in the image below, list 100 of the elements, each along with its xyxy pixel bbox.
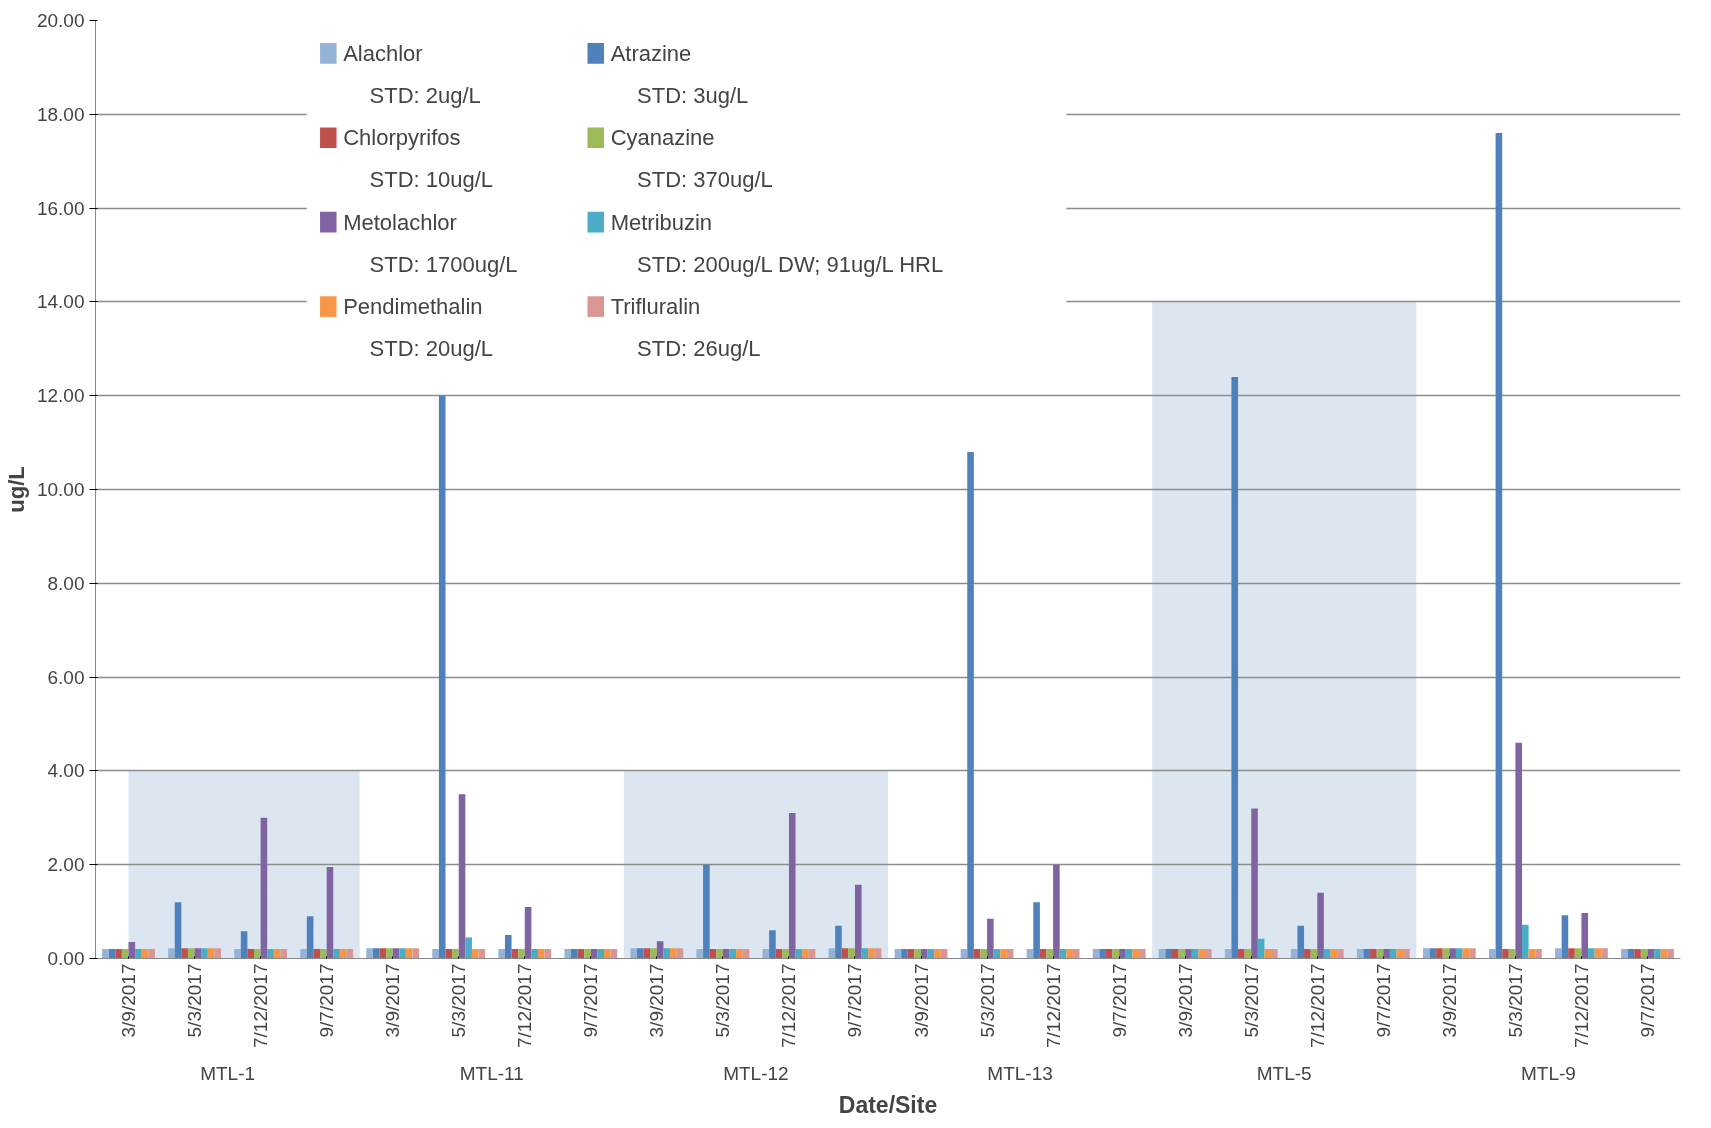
legend-label: Chlorpyrifos STD: 10ug/L: [343, 125, 494, 193]
bar: [524, 906, 532, 959]
bar: [1436, 948, 1443, 959]
bar: [1165, 949, 1172, 959]
bar: [769, 930, 776, 959]
bar: [716, 949, 723, 959]
bar: [531, 949, 538, 959]
bar: [1337, 949, 1344, 959]
bar: [1171, 949, 1179, 959]
bar: [432, 949, 439, 959]
bar: [465, 937, 472, 959]
bar: [868, 948, 875, 959]
bar: [1469, 948, 1476, 959]
bar: [1495, 133, 1503, 959]
bar: [571, 949, 578, 959]
bar: [1053, 864, 1060, 959]
x-tick-label: 7/12/2017: [778, 963, 800, 1049]
bar: [1667, 949, 1674, 959]
bar: [1264, 949, 1272, 959]
x-tick-label: 5/3/2017: [1240, 963, 1262, 1038]
bar: [214, 948, 221, 959]
bar: [663, 948, 671, 959]
x-tick-label: 5/3/2017: [448, 963, 470, 1038]
bar: [1502, 949, 1509, 959]
bar: [1634, 949, 1641, 959]
bar: [1297, 925, 1305, 959]
y-tick-label: 0.00: [47, 948, 85, 969]
y-tick-label: 4.00: [47, 760, 85, 782]
y-tick-label: 10.00: [36, 479, 85, 500]
x-tick-label: 5/3/2017: [976, 963, 998, 1038]
text: MTL-13: [987, 1062, 1053, 1084]
bar: [1581, 913, 1589, 959]
bar: [604, 949, 611, 959]
bar: [537, 949, 545, 959]
bar: [1198, 949, 1205, 959]
bar: [1238, 949, 1245, 959]
bar: [1317, 892, 1324, 959]
bar: [518, 949, 525, 959]
bar: [802, 949, 809, 959]
bar: [1105, 949, 1113, 959]
bar: [584, 949, 591, 959]
bar: [980, 949, 988, 959]
bar: [835, 925, 842, 959]
bar: [1231, 376, 1239, 959]
bar: [564, 949, 571, 959]
text: MTL-1: [200, 1062, 256, 1084]
legend-label: Metribuzin STD: 200ug/L DW; 91ug/L HRL: [610, 209, 944, 277]
bar: [438, 395, 446, 959]
bar: [1449, 948, 1456, 959]
bar: [1654, 949, 1661, 959]
x-tick-label: 3/9/2017: [910, 963, 932, 1038]
bar: [782, 949, 789, 959]
x-tick-label: 3/9/2017: [1438, 963, 1460, 1038]
bar: [1072, 949, 1080, 959]
bar: [379, 948, 387, 959]
bar: [1383, 949, 1390, 959]
bar: [854, 884, 862, 959]
bar: [326, 867, 334, 959]
bar: [498, 949, 505, 959]
x-axis-title: Date/Site: [838, 1091, 938, 1118]
bar: [1185, 949, 1192, 959]
bar: [260, 817, 268, 959]
bar: [696, 949, 704, 959]
x-tick-label: 9/7/2017: [844, 963, 866, 1038]
bar: [504, 935, 512, 959]
bar: [1039, 949, 1047, 959]
bar: [1621, 949, 1628, 959]
bar: [1304, 949, 1311, 959]
bar: [240, 931, 248, 959]
bar: [1422, 948, 1430, 959]
bar: [174, 902, 182, 959]
bar: [1066, 949, 1073, 959]
bar: [366, 948, 373, 959]
bar: [1601, 948, 1608, 959]
bar: [254, 949, 261, 959]
y-tick-label: 8.00: [47, 572, 85, 594]
bar: [630, 948, 638, 959]
text: MTL-11: [459, 1062, 524, 1084]
bar: [1033, 902, 1040, 959]
x-tick-label: 9/7/2017: [1372, 963, 1394, 1038]
x-tick-label: 3/9/2017: [118, 963, 140, 1038]
legend-label: Atrazine STD: 3ug/L: [610, 40, 749, 109]
legend-label: Alachlor STD: 2ug/L: [343, 40, 481, 109]
bar: [405, 948, 413, 959]
x-tick-label: 7/12/2017: [250, 963, 272, 1049]
legend-label: Metolachlor STD: 1700ug/L: [343, 209, 518, 277]
bar: [722, 949, 730, 959]
bar: [967, 451, 974, 959]
bar: [1356, 949, 1364, 959]
y-axis-title: ug/L: [3, 466, 29, 513]
bar: [987, 918, 994, 959]
bar: [121, 949, 129, 959]
bar: [187, 948, 195, 959]
x-tick-label: 7/12/2017: [1042, 963, 1064, 1049]
x-tick-label: 9/7/2017: [316, 963, 338, 1038]
bar: [637, 948, 644, 959]
bar: [247, 949, 254, 959]
x-tick-label: 7/12/2017: [1306, 963, 1328, 1049]
bar: [1389, 949, 1397, 959]
bar: [1403, 949, 1410, 959]
